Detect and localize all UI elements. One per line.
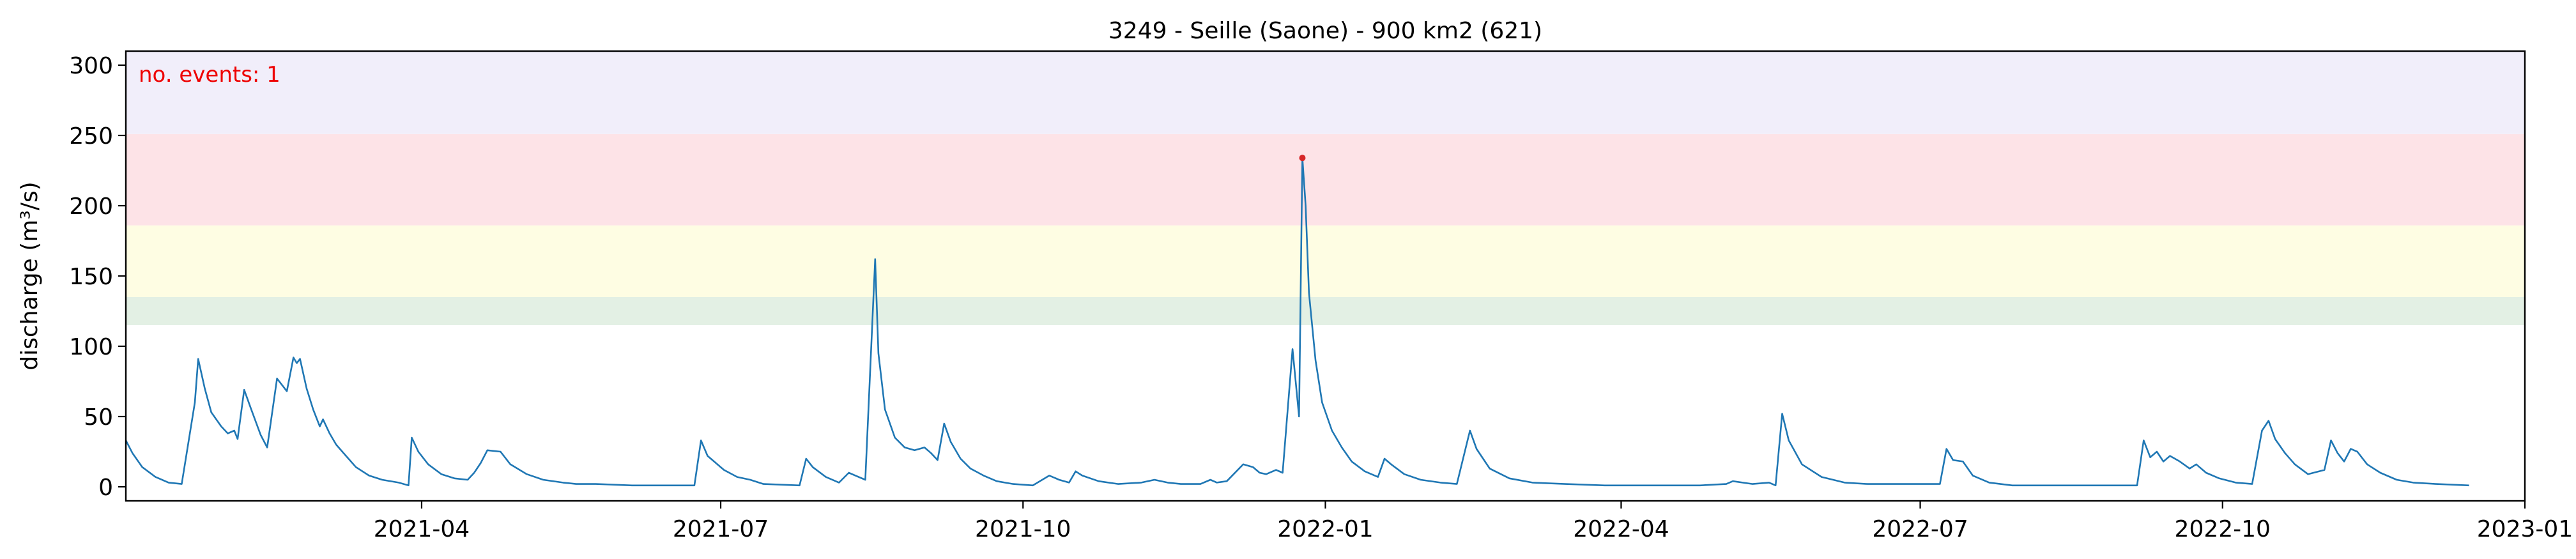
x-tick-label: 2022-10 <box>2175 516 2271 542</box>
y-axis-label: discharge (m³/s) <box>17 181 43 370</box>
x-tick-label: 2022-07 <box>1872 516 1968 542</box>
y-tick-label: 50 <box>84 404 113 431</box>
x-tick-label: 2021-04 <box>374 516 470 542</box>
x-tick-label: 2023-01 <box>2477 516 2573 542</box>
y-tick-label: 250 <box>69 123 113 149</box>
y-tick-label: 300 <box>69 53 113 79</box>
y-tick-label: 200 <box>69 194 113 220</box>
threshold-band <box>126 297 2525 325</box>
y-tick-label: 0 <box>98 475 113 501</box>
discharge-line <box>125 157 2469 487</box>
events-annotation: no. events: 1 <box>139 62 280 88</box>
x-tick-label: 2021-10 <box>975 516 1071 542</box>
x-tick-label: 2022-04 <box>1573 516 1669 542</box>
y-tick-label: 100 <box>69 334 113 360</box>
chart-title: 3249 - Seille (Saone) - 900 km2 (621) <box>1108 18 1542 44</box>
x-tick-label: 2022-01 <box>1277 516 1373 542</box>
threshold-band <box>126 225 2525 297</box>
event-marker <box>1299 155 1306 162</box>
threshold-band <box>126 134 2525 226</box>
threshold-band <box>126 51 2525 134</box>
y-tick-label: 150 <box>69 264 113 290</box>
x-tick-label: 2021-07 <box>673 516 769 542</box>
